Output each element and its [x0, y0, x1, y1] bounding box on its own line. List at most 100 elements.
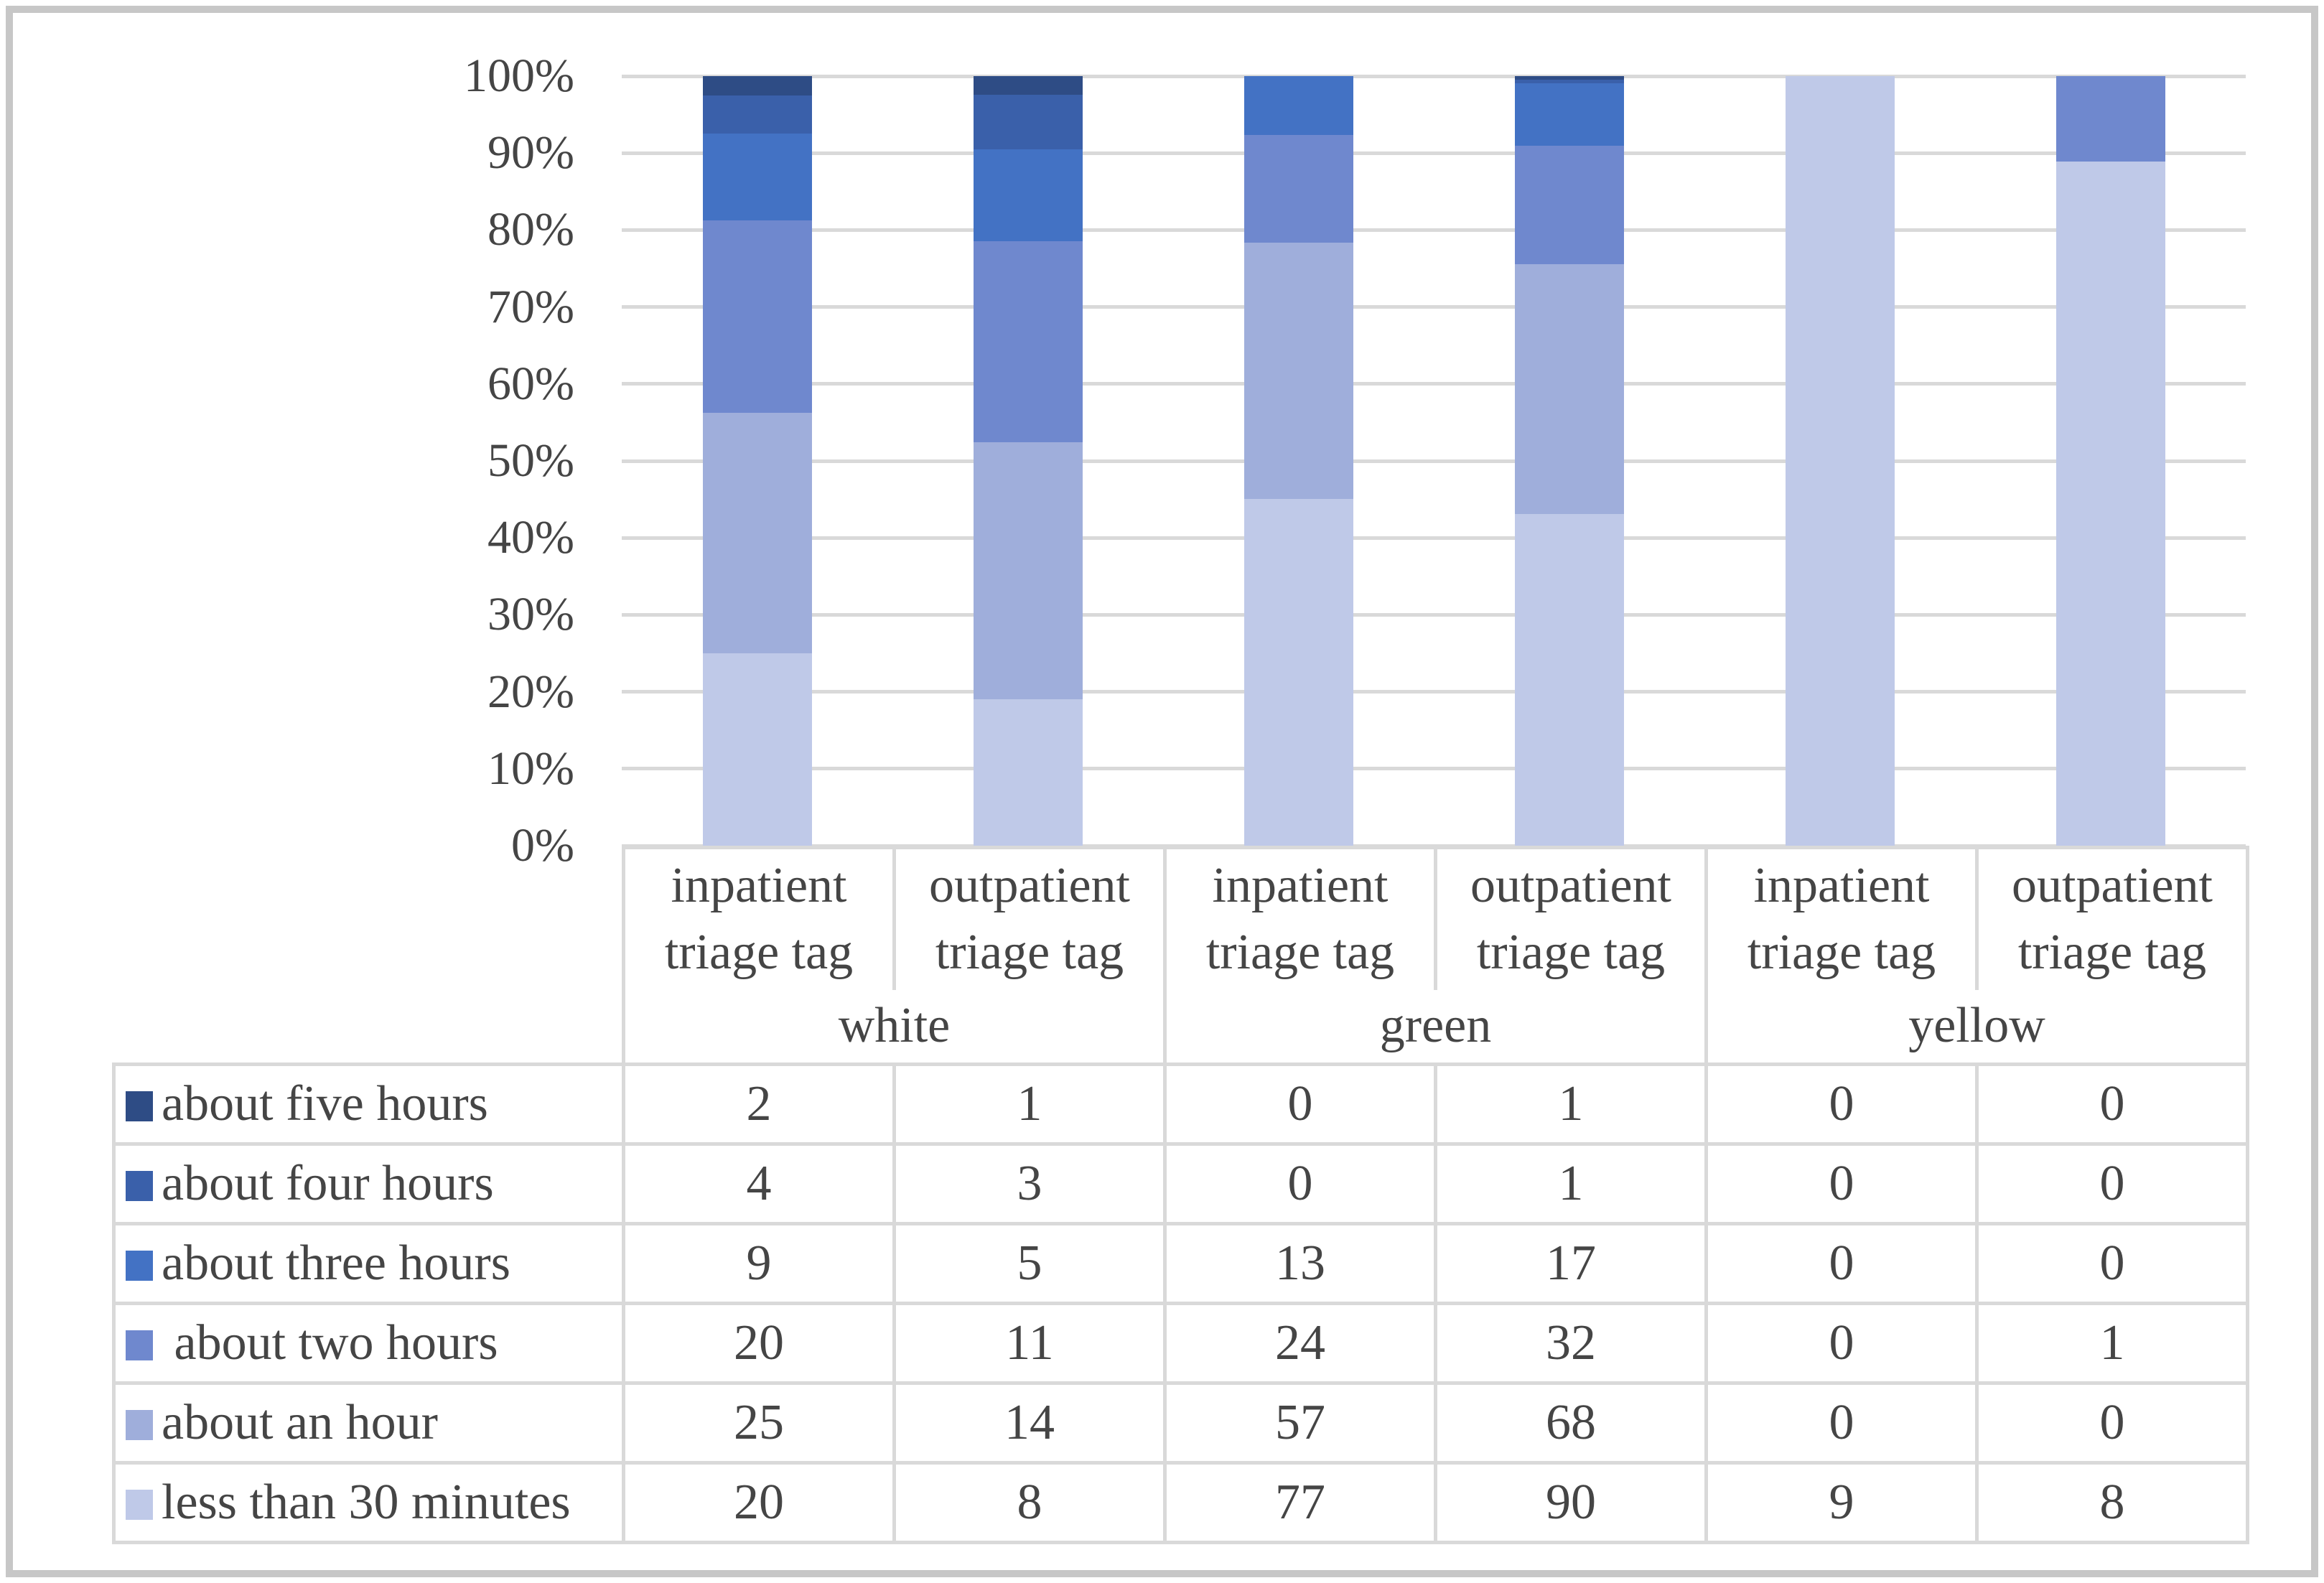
category-header-cell: outpatient triage tag	[892, 846, 1167, 990]
value-cell: 0	[1163, 1063, 1437, 1146]
data-table: inpatient triage tag outpatient triage ta…	[112, 846, 2249, 1544]
value-cell: 77	[1163, 1461, 1437, 1544]
bar-segment	[702, 653, 812, 846]
value-cell: 1	[1975, 1302, 2249, 1385]
bar-segment	[702, 76, 812, 95]
bar-segment	[1514, 80, 1624, 84]
gridline	[622, 536, 2246, 540]
bar-segment	[973, 699, 1083, 846]
value-cell: 90	[1434, 1461, 1708, 1544]
legend-label: less than 30 minutes	[162, 1475, 571, 1530]
value-cell: 9	[622, 1222, 896, 1305]
y-axis-tick-label: 90%	[487, 126, 574, 179]
bar-segment	[973, 442, 1083, 699]
bar-3	[1243, 76, 1353, 846]
stacked-bar-chart: 100% 90% 80% 70% 60% 50% 40% 30% 20% 10% 0%	[464, 50, 2246, 872]
bar-segment	[702, 95, 812, 134]
legend-swatch	[126, 1171, 153, 1201]
category-header-cell: inpatient triage tag	[1704, 846, 1979, 990]
legend-cell: about five hours	[112, 1063, 625, 1146]
value-cell: 0	[1704, 1381, 1979, 1465]
value-cell: 13	[1163, 1222, 1437, 1305]
value-cell: 5	[892, 1222, 1167, 1305]
gridline	[622, 767, 2246, 771]
table-row: about four hours 4 3 0 1 0 0	[112, 1142, 2249, 1225]
bar-segment	[1514, 76, 1624, 80]
bar-segment	[1514, 514, 1624, 846]
legend-cell: about an hour	[112, 1381, 625, 1465]
bar-segment	[1514, 83, 1624, 146]
value-cell: 9	[1704, 1461, 1979, 1544]
legend-label: about two hours	[162, 1315, 498, 1370]
value-cell: 24	[1163, 1302, 1437, 1385]
legend-label: about three hours	[162, 1236, 510, 1291]
bar-segment	[1243, 499, 1353, 846]
table-row: about an hour 25 14 57 68 0 0	[112, 1381, 2249, 1465]
value-cell: 0	[1704, 1142, 1979, 1225]
value-cell: 0	[1975, 1222, 2249, 1305]
bar-6	[2055, 76, 2165, 846]
table-row: less than 30 minutes 20 8 77 90 9 8	[112, 1461, 2249, 1544]
legend-label: about four hours	[162, 1156, 494, 1211]
legend-label: about an hour	[162, 1395, 438, 1450]
legend-swatch	[126, 1330, 153, 1360]
bar-segment	[702, 413, 812, 653]
bar-segment	[973, 76, 1083, 95]
bar-segment	[1243, 242, 1353, 500]
gridline	[622, 74, 2246, 78]
legend-swatch	[126, 1251, 153, 1281]
legend-label: about five hours	[162, 1076, 488, 1131]
table-row: about two hours 20 11 24 32 0 1	[112, 1302, 2249, 1385]
y-axis-tick-label: 0%	[511, 819, 574, 872]
value-cell: 11	[892, 1302, 1167, 1385]
legend-swatch	[126, 1410, 153, 1440]
bar-5	[1785, 76, 1895, 846]
legend-swatch	[126, 1490, 153, 1520]
bar-segment	[1243, 134, 1353, 243]
value-cell: 1	[1434, 1142, 1708, 1225]
bar-1	[702, 76, 812, 846]
value-cell: 0	[1975, 1063, 2249, 1146]
legend-cell: less than 30 minutes	[112, 1461, 625, 1544]
bar-4	[1514, 76, 1624, 846]
bar-segment	[973, 94, 1083, 150]
y-axis-tick-label: 30%	[487, 588, 574, 641]
gridline	[622, 382, 2246, 386]
gridline	[622, 151, 2246, 155]
value-cell: 0	[1704, 1302, 1979, 1385]
table-corner-empty	[114, 990, 624, 1065]
group-header-cell: yellow	[1704, 989, 2249, 1066]
gridline	[622, 690, 2246, 694]
category-header-cell: inpatient triage tag	[622, 846, 896, 990]
gridline	[622, 305, 2246, 309]
value-cell: 0	[1704, 1063, 1979, 1146]
bar-segment	[702, 134, 812, 220]
value-cell: 17	[1434, 1222, 1708, 1305]
value-cell: 4	[622, 1142, 896, 1225]
value-cell: 0	[1704, 1222, 1979, 1305]
bar-segment	[1785, 76, 1895, 846]
bar-segment	[973, 149, 1083, 241]
gridline	[622, 612, 2246, 617]
value-cell: 32	[1434, 1302, 1708, 1385]
legend-cell: about four hours	[112, 1142, 625, 1225]
value-cell: 0	[1975, 1142, 2249, 1225]
table-row: about three hours 9 5 13 17 0 0	[112, 1222, 2249, 1305]
value-cell: 8	[1975, 1461, 2249, 1544]
category-header-cell: outpatient triage tag	[1975, 846, 2249, 990]
value-cell: 3	[892, 1142, 1167, 1225]
value-cell: 8	[892, 1461, 1167, 1544]
group-header-cell: white	[622, 989, 1167, 1066]
bar-segment	[973, 241, 1083, 443]
y-axis-tick-label: 100%	[464, 50, 574, 102]
value-cell: 0	[1163, 1142, 1437, 1225]
value-cell: 0	[1975, 1381, 2249, 1465]
gridline	[622, 228, 2246, 232]
y-axis-tick-label: 40%	[487, 511, 574, 564]
value-cell: 68	[1434, 1381, 1708, 1465]
y-axis-tick-label: 50%	[487, 434, 574, 487]
legend-swatch	[126, 1091, 153, 1121]
value-cell: 14	[892, 1381, 1167, 1465]
value-cell: 20	[622, 1461, 896, 1544]
value-cell: 57	[1163, 1381, 1437, 1465]
